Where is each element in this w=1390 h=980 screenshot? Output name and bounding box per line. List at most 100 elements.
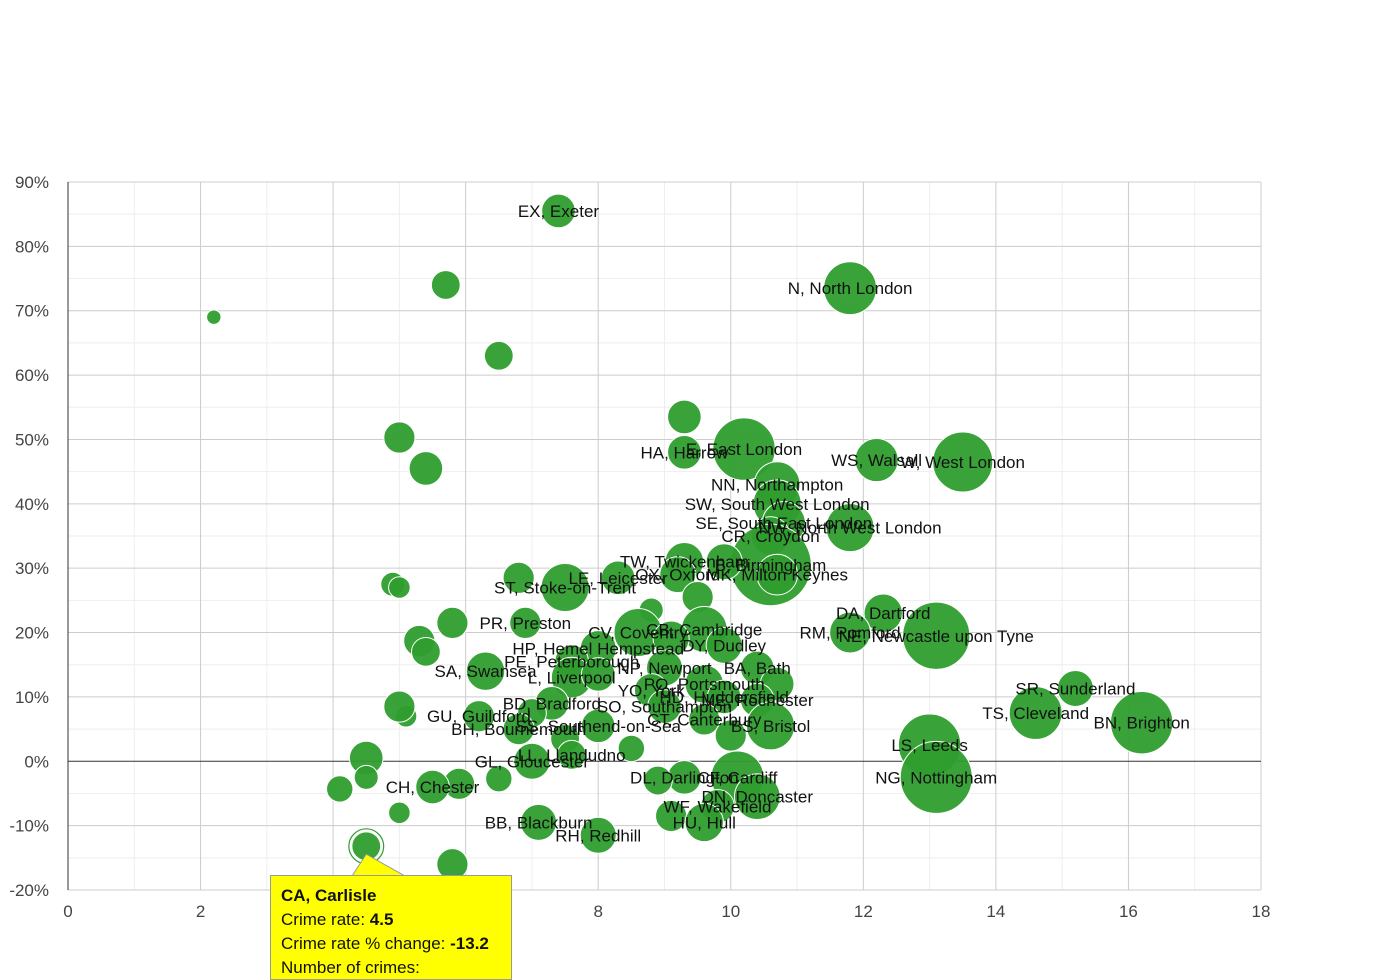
y-tick-label: 40% (15, 495, 49, 514)
y-tick-label: 90% (15, 173, 49, 192)
bubble-label: RM, Romford (800, 624, 901, 643)
x-tick-label: 0 (63, 902, 72, 921)
bubble-label: RH, Redhill (555, 826, 641, 845)
bubble (465, 651, 506, 691)
bubble-label: NP, Newport (617, 659, 711, 678)
bubble-label: E, East London (686, 440, 802, 459)
x-tick-label: 10 (721, 902, 740, 921)
y-tick-label: 20% (15, 624, 49, 643)
bubble (383, 690, 416, 723)
bubble-label: B, Birmingham (715, 556, 826, 575)
x-tick-label: 8 (593, 902, 602, 921)
bubble-label: LE, Leicester (568, 569, 668, 588)
y-tick-label: 60% (15, 366, 49, 385)
bubble (688, 703, 721, 736)
bubble-label: ME, Rochester (701, 691, 814, 710)
bubble (733, 773, 781, 820)
bubble (617, 734, 646, 763)
y-tick-label: -20% (9, 881, 49, 900)
bubble-label: TW, Twickenham (620, 553, 749, 572)
bubble-label: SS, Southend-on-Sea (516, 717, 682, 736)
bubble-label: HD, Huddersfield (659, 688, 788, 707)
bubble-label: CR, Croydon (721, 527, 819, 546)
bubble (502, 712, 535, 746)
bubble-label: GL, Gloucester (475, 752, 590, 771)
tooltip-title: CA, Carlisle (281, 886, 377, 905)
bubble (714, 719, 747, 752)
bubble (483, 340, 514, 371)
bubble (388, 576, 411, 599)
bubble (932, 431, 994, 493)
tooltip-change-label: Crime rate % change: (281, 934, 451, 953)
bubble (408, 451, 444, 486)
bubble-label: BB, Blackburn (485, 813, 593, 832)
bubble (411, 636, 441, 667)
bubble-label: CH, Chester (386, 778, 480, 797)
bubble (600, 560, 636, 596)
bubble-label: LL, Llandudno (518, 746, 626, 765)
bubble (705, 626, 743, 664)
y-tick-label: 0% (24, 752, 49, 771)
bubble (705, 543, 743, 581)
y-tick-label: -10% (9, 817, 49, 836)
bubble-label: HP, Hemel Hempstead (512, 640, 684, 659)
bubble-label: BS, Bristol (731, 717, 810, 736)
bubble (580, 708, 616, 744)
bubble-label: BH, Bournemouth (451, 720, 586, 739)
bubble (502, 561, 535, 594)
bubble (756, 553, 799, 596)
bubble-label: SA, Swansea (435, 662, 538, 681)
y-tick-label: 70% (15, 302, 49, 321)
tooltip-change-row: Crime rate % change: -13.2 (281, 932, 501, 956)
bubble (326, 775, 354, 803)
bubble (684, 802, 724, 843)
bubble (825, 503, 875, 553)
bubble (899, 740, 973, 814)
bubble-label: PO, Portsmouth (644, 675, 765, 694)
bubble-label: PR, Preston (479, 614, 571, 633)
bubble (854, 437, 899, 483)
tooltip-rate-row: Crime rate: 4.5 (281, 908, 501, 932)
y-tick-label: 80% (15, 237, 49, 256)
tooltip-count-label: Number of crimes: (281, 958, 420, 977)
bubble-label: L, Liverpool (528, 669, 616, 688)
bubble (509, 606, 542, 639)
bubble-label: GU, Guildford (427, 707, 531, 726)
bubble (415, 769, 450, 805)
bubble (462, 700, 496, 733)
bubble (1110, 690, 1174, 755)
bubble-label: LS, Leeds (891, 736, 968, 755)
bubble (1056, 670, 1094, 708)
x-tick-label: 18 (1252, 902, 1271, 921)
bubble-label: SE, South East London (695, 514, 872, 533)
bubble-label: DA, Dartford (836, 604, 930, 623)
bubble (823, 261, 877, 316)
bubble (829, 611, 871, 654)
tooltip-rate-value: 4.5 (369, 910, 394, 929)
x-tick-label: 12 (854, 902, 873, 921)
bubble-label: HU, Hull (673, 813, 736, 832)
bubble-label: NG, Nottingham (875, 768, 997, 787)
tooltip-rate-label: Crime rate: (281, 910, 370, 929)
bubble (206, 309, 222, 325)
y-tick-label: 10% (15, 688, 49, 707)
chart-axes (67, 182, 1261, 890)
tooltip: CA, Carlisle Crime rate: 4.5 Crime rate … (270, 875, 512, 980)
bubble (436, 606, 469, 639)
bubble-label: SR, Sunderland (1015, 680, 1135, 699)
bubble-label: HA, Harrow (640, 443, 729, 462)
bubble (659, 556, 697, 594)
bubble (513, 742, 551, 780)
bubble (580, 657, 616, 692)
y-tick-label: 50% (15, 430, 49, 449)
bubble-label: NW, North West London (759, 519, 942, 538)
bubble-label: WF, Wakefield (664, 797, 772, 816)
bubble-label: DN, Doncaster (702, 788, 814, 807)
bubble (667, 399, 702, 435)
bubble (353, 764, 379, 790)
bubble-label: SW, South West London (685, 495, 870, 514)
bubble-label: CT, Canterbury (647, 710, 762, 729)
y-axis-ticks: -20% -10% 0% 10% 20% 30% 40% 50% 60% 70% 80% 90% (9, 173, 49, 900)
bubble-label: OX, Oxford (635, 566, 720, 585)
bubble (667, 435, 702, 470)
